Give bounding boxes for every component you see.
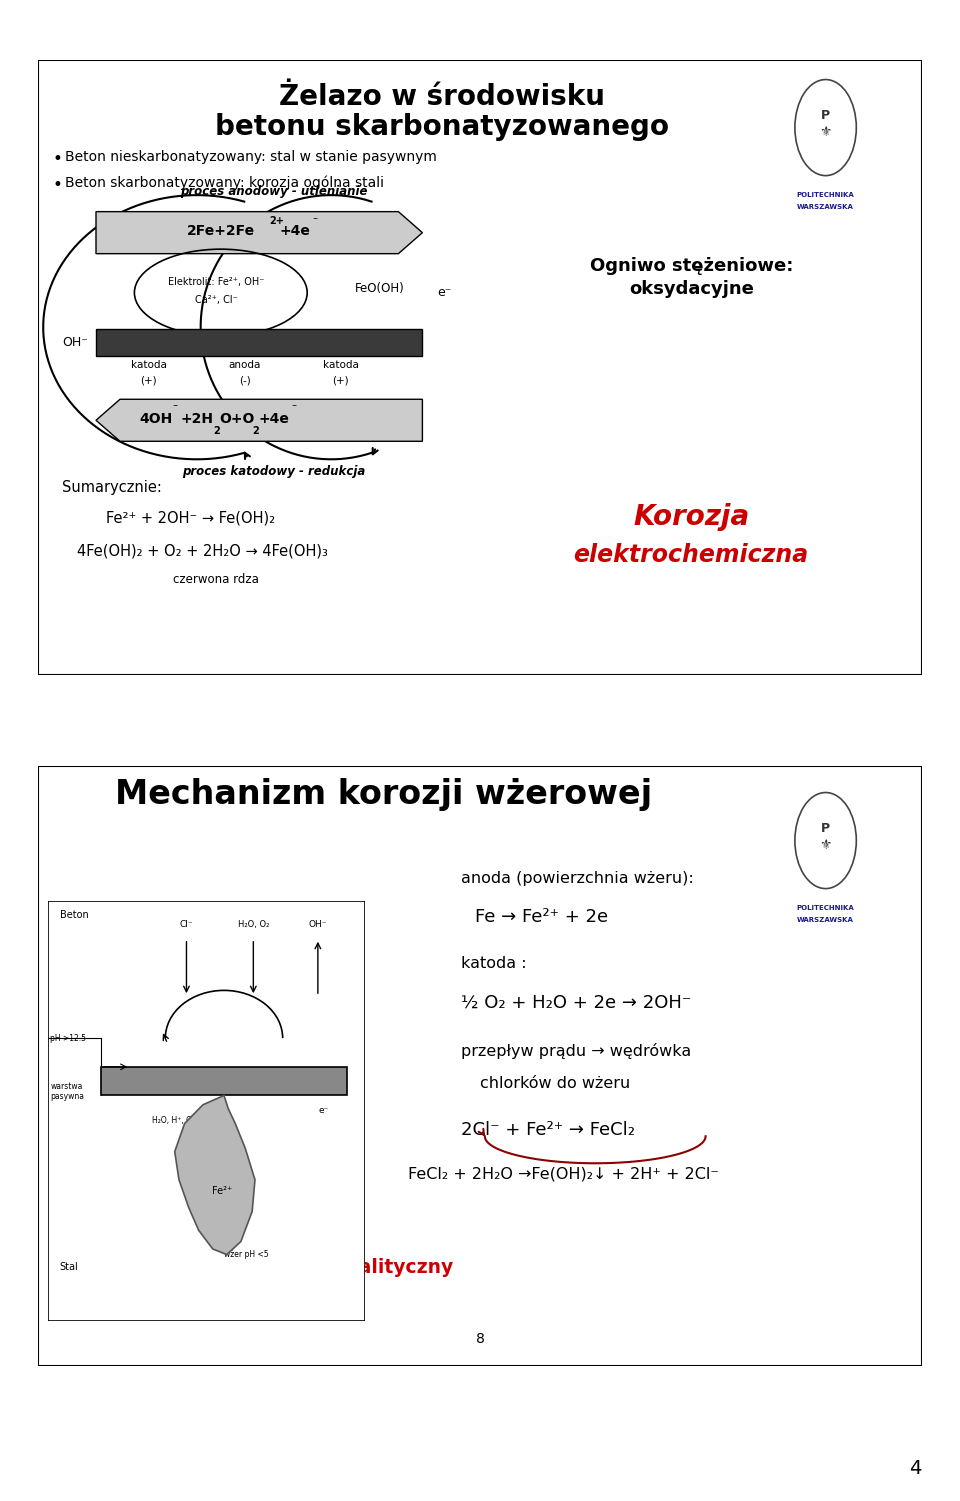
- Text: (-): (-): [239, 375, 251, 386]
- Text: e⁻: e⁻: [319, 1106, 329, 1115]
- Text: (+): (+): [140, 375, 157, 386]
- Text: proces katodowy - redukcja: proces katodowy - redukcja: [182, 465, 365, 479]
- Text: P: P: [821, 110, 830, 122]
- Text: WARSZAWSKA: WARSZAWSKA: [797, 204, 854, 210]
- Text: •: •: [53, 176, 62, 194]
- Text: chlorków do wżeru: chlorków do wżeru: [480, 1076, 631, 1091]
- Text: 2Cl⁻ + Fe²⁺ → FeCl₂: 2Cl⁻ + Fe²⁺ → FeCl₂: [461, 1121, 635, 1139]
- Text: ½ O₂ + H₂O + 2e → 2OH⁻: ½ O₂ + H₂O + 2e → 2OH⁻: [461, 994, 691, 1012]
- Text: 2Fe+2Fe: 2Fe+2Fe: [187, 224, 255, 239]
- FancyBboxPatch shape: [38, 766, 922, 1366]
- Text: ⁻: ⁻: [292, 404, 297, 413]
- Text: 8: 8: [475, 1331, 485, 1346]
- Text: ⚜: ⚜: [819, 125, 832, 140]
- Text: Beton nieskarbonatyzowany: stal w stanie pasywnym: Beton nieskarbonatyzowany: stal w stanie…: [65, 150, 437, 164]
- Text: Fe²⁺ + 2OH⁻ → Fe(OH)₂: Fe²⁺ + 2OH⁻ → Fe(OH)₂: [106, 510, 275, 525]
- Text: anoda (powierzchnia wżeru):: anoda (powierzchnia wżeru):: [461, 871, 693, 886]
- Text: OH⁻: OH⁻: [308, 920, 327, 929]
- Text: katoda: katoda: [131, 360, 167, 371]
- FancyBboxPatch shape: [48, 901, 365, 1321]
- Text: 4: 4: [909, 1459, 922, 1478]
- Text: +4e: +4e: [279, 224, 310, 239]
- Text: Stal: Stal: [60, 1262, 79, 1273]
- Text: H₂O, O₂: H₂O, O₂: [238, 920, 269, 929]
- Text: Ogniwo stężeniowe:
oksydacyjne: Ogniwo stężeniowe: oksydacyjne: [589, 257, 793, 299]
- Text: Żelazo w środowisku: Żelazo w środowisku: [278, 83, 605, 111]
- Text: Fe → Fe²⁺ + 2e: Fe → Fe²⁺ + 2e: [475, 908, 609, 926]
- Text: H₂O, H⁺, Cl⁻: H₂O, H⁺, Cl⁻: [152, 1115, 198, 1124]
- Text: Beton: Beton: [60, 910, 88, 920]
- Text: Elektrolit: Fe²⁺, OH⁻: Elektrolit: Fe²⁺, OH⁻: [168, 278, 264, 287]
- Text: wżer pH <5: wżer pH <5: [224, 1249, 269, 1258]
- Text: POLITECHNIKA: POLITECHNIKA: [797, 192, 854, 198]
- Text: FeO(OH): FeO(OH): [355, 282, 405, 294]
- Text: 2: 2: [252, 426, 259, 435]
- Text: WARSZAWSKA: WARSZAWSKA: [797, 917, 854, 923]
- Text: e⁻: e⁻: [437, 287, 451, 299]
- Text: +4e: +4e: [258, 411, 289, 426]
- FancyBboxPatch shape: [96, 329, 422, 356]
- Text: 2+: 2+: [269, 216, 283, 225]
- Text: (+): (+): [332, 375, 349, 386]
- FancyArrow shape: [96, 399, 422, 441]
- Text: 2: 2: [213, 426, 220, 435]
- Text: •: •: [53, 150, 62, 168]
- Polygon shape: [175, 1096, 255, 1255]
- Text: proces autokatalityczny: proces autokatalityczny: [200, 1258, 453, 1277]
- Text: P: P: [821, 823, 830, 835]
- Text: warstwa
pasywna: warstwa pasywna: [50, 1082, 84, 1102]
- Text: 4OH: 4OH: [139, 411, 173, 426]
- Text: Mechanizm korozji wżerowej: Mechanizm korozji wżerowej: [115, 778, 653, 811]
- Text: O+O: O+O: [219, 411, 254, 426]
- FancyBboxPatch shape: [101, 1067, 348, 1096]
- FancyArrow shape: [96, 212, 422, 254]
- Text: +2H: +2H: [180, 411, 213, 426]
- Text: elektrochemiczna: elektrochemiczna: [573, 543, 809, 567]
- Text: Ca²⁺, Cl⁻: Ca²⁺, Cl⁻: [195, 296, 237, 305]
- Text: FeCl₂ + 2H₂O →Fe(OH)₂↓ + 2H⁺ + 2Cl⁻: FeCl₂ + 2H₂O →Fe(OH)₂↓ + 2H⁺ + 2Cl⁻: [408, 1166, 719, 1181]
- FancyBboxPatch shape: [38, 60, 922, 675]
- Text: OH⁻: OH⁻: [62, 336, 88, 348]
- Text: POLITECHNIKA: POLITECHNIKA: [797, 905, 854, 911]
- Text: anoda: anoda: [228, 360, 261, 371]
- Text: Cl⁻: Cl⁻: [180, 920, 193, 929]
- Text: przepływ prądu → wędrówka: przepływ prądu → wędrówka: [461, 1043, 691, 1060]
- Text: Beton skarbonatyzowany: korozja ogólna stali: Beton skarbonatyzowany: korozja ogólna s…: [65, 176, 384, 191]
- Text: ⁻: ⁻: [312, 216, 317, 225]
- Text: pH >12.5: pH >12.5: [50, 1034, 86, 1043]
- Text: Sumarycznie:: Sumarycznie:: [62, 480, 162, 495]
- Text: ⁻: ⁻: [173, 404, 178, 413]
- Text: Fe²⁺: Fe²⁺: [211, 1186, 231, 1196]
- Text: czerwona rdza: czerwona rdza: [173, 573, 259, 587]
- Text: katoda: katoda: [323, 360, 359, 371]
- Text: 4Fe(OH)₂ + O₂ + 2H₂O → 4Fe(OH)₃: 4Fe(OH)₂ + O₂ + 2H₂O → 4Fe(OH)₃: [77, 543, 327, 558]
- Text: katoda :: katoda :: [461, 956, 526, 971]
- Text: ⚜: ⚜: [819, 838, 832, 853]
- Text: betonu skarbonatyzowanego: betonu skarbonatyzowanego: [215, 113, 668, 141]
- Text: Korozja: Korozja: [633, 503, 750, 531]
- Text: proces anodowy - utlenianie: proces anodowy - utlenianie: [180, 185, 368, 198]
